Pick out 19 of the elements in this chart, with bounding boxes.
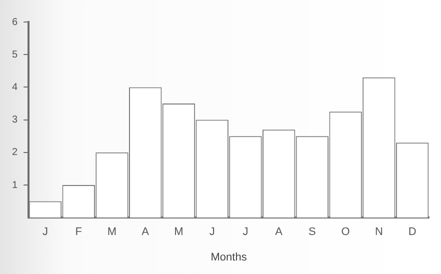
x-tick-label: A	[142, 226, 150, 238]
x-tick-label: M	[107, 226, 117, 238]
x-tick-label: J	[42, 226, 48, 238]
x-tick-label: A	[275, 226, 284, 238]
x-tick-label: N	[374, 226, 383, 238]
x-tick-label: J	[242, 226, 248, 238]
y-tick-label: 4	[12, 82, 18, 93]
y-tick-label: 3	[12, 114, 18, 126]
x-tick-label: O	[341, 226, 350, 238]
y-tick-label: 6	[12, 16, 18, 28]
x-tick-label: S	[308, 226, 316, 238]
x-tick-label: F	[75, 226, 82, 238]
x-tick-label: J	[209, 226, 215, 238]
y-tick-label: 2	[12, 147, 18, 158]
y-tick-label: 1	[12, 180, 18, 191]
x-axis-title: Months	[210, 251, 248, 264]
x-tick-label: D	[408, 226, 416, 238]
x-tick-label: M	[174, 226, 184, 238]
y-tick-label: 5	[12, 49, 18, 60]
